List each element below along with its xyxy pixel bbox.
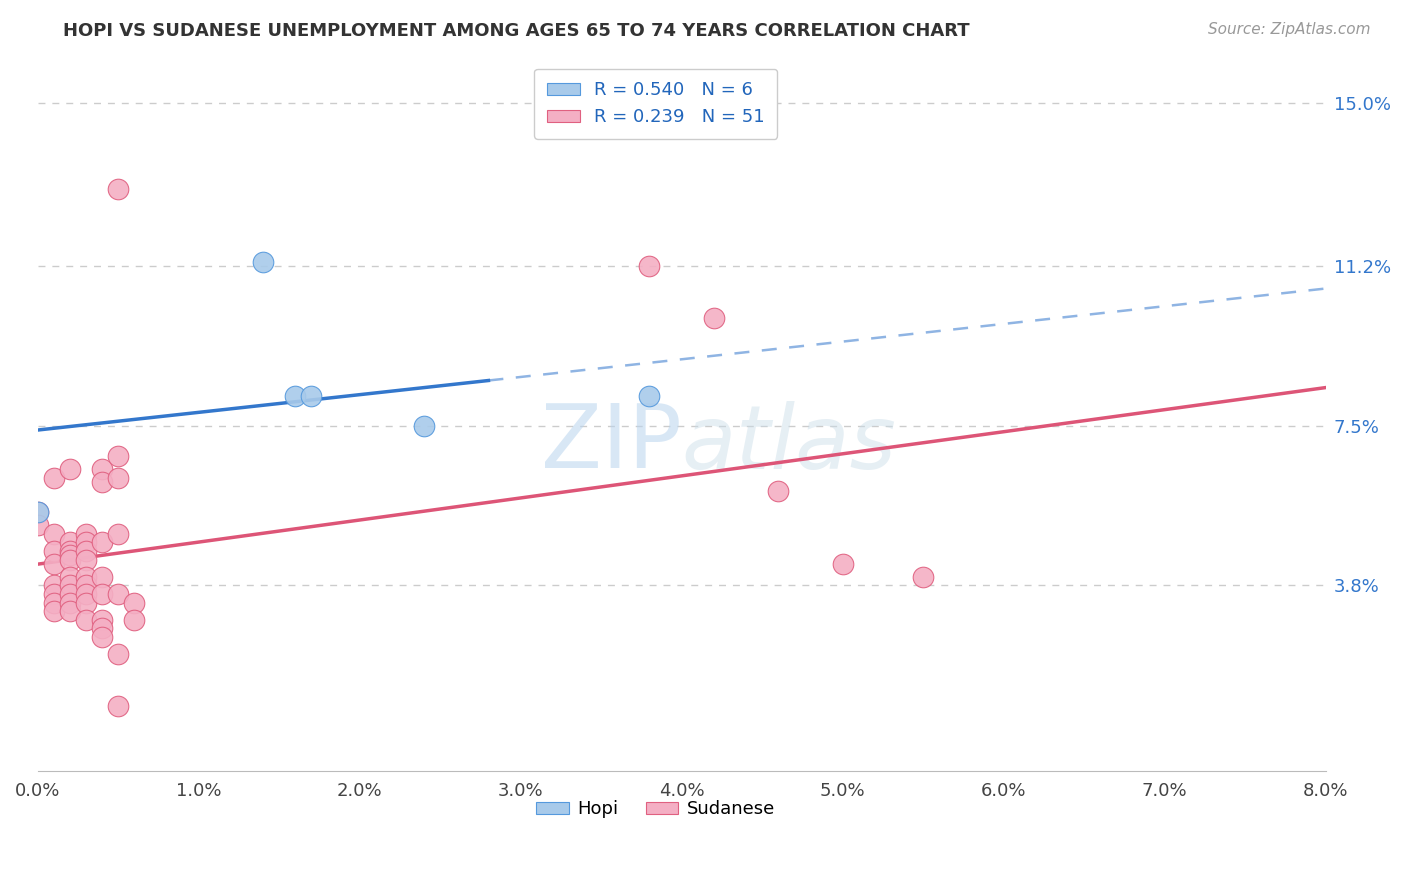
Point — [124, 596, 146, 610]
Point — [75, 526, 97, 541]
Point — [107, 648, 129, 662]
Point — [107, 449, 129, 463]
Point — [59, 596, 82, 610]
Point — [59, 462, 82, 476]
Point — [124, 613, 146, 627]
Point — [91, 462, 114, 476]
Point — [75, 613, 97, 627]
Point — [91, 622, 114, 636]
Text: Source: ZipAtlas.com: Source: ZipAtlas.com — [1208, 22, 1371, 37]
Point — [91, 475, 114, 489]
Point — [59, 578, 82, 592]
Text: HOPI VS SUDANESE UNEMPLOYMENT AMONG AGES 65 TO 74 YEARS CORRELATION CHART: HOPI VS SUDANESE UNEMPLOYMENT AMONG AGES… — [63, 22, 970, 40]
Point — [59, 548, 82, 562]
Point — [75, 570, 97, 584]
Point — [107, 182, 129, 196]
Point — [75, 544, 97, 558]
Point — [831, 557, 853, 571]
Point — [75, 552, 97, 566]
Point — [59, 570, 82, 584]
Point — [59, 587, 82, 601]
Point — [107, 699, 129, 714]
Point — [42, 470, 65, 484]
Point — [912, 570, 935, 584]
Point — [107, 526, 129, 541]
Point — [75, 578, 97, 592]
Point — [703, 311, 725, 326]
Point — [42, 544, 65, 558]
Point — [299, 389, 322, 403]
Point — [59, 552, 82, 566]
Point — [42, 604, 65, 618]
Point — [766, 483, 789, 498]
Point — [91, 587, 114, 601]
Point — [42, 578, 65, 592]
Point — [59, 535, 82, 549]
Point — [27, 518, 49, 533]
Point — [638, 260, 661, 274]
Point — [59, 544, 82, 558]
Point — [27, 505, 49, 519]
Point — [284, 389, 307, 403]
Point — [42, 526, 65, 541]
Point — [91, 613, 114, 627]
Point — [91, 630, 114, 644]
Point — [42, 557, 65, 571]
Point — [107, 470, 129, 484]
Text: atlas: atlas — [682, 401, 897, 487]
Point — [75, 587, 97, 601]
Point — [252, 255, 274, 269]
Point — [91, 570, 114, 584]
Point — [75, 596, 97, 610]
Point — [638, 389, 661, 403]
Point — [413, 418, 436, 433]
Point — [59, 604, 82, 618]
Text: ZIP: ZIP — [541, 401, 682, 487]
Legend: Hopi, Sudanese: Hopi, Sudanese — [529, 793, 783, 826]
Point — [107, 587, 129, 601]
Point — [42, 596, 65, 610]
Point — [42, 587, 65, 601]
Point — [91, 535, 114, 549]
Point — [75, 535, 97, 549]
Point — [27, 505, 49, 519]
